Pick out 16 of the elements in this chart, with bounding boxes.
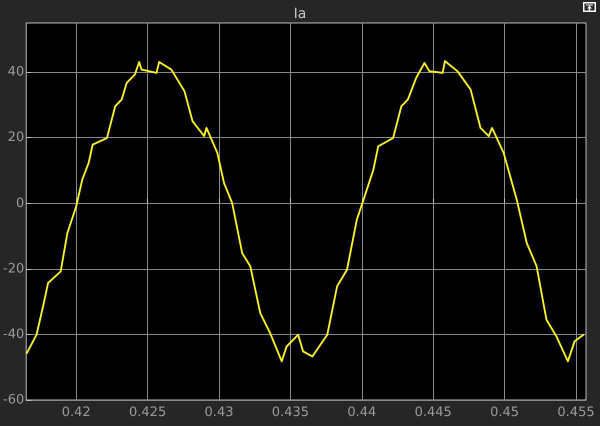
chart-title: Ia — [294, 6, 306, 22]
x-tick-label: 0.42 — [62, 405, 91, 420]
x-tick-label: 0.44 — [347, 405, 376, 420]
x-tick-label: 0.425 — [129, 405, 166, 420]
x-tick-label: 0.43 — [204, 405, 234, 420]
y-tick-label: 0 — [16, 196, 24, 211]
x-tick-label: 0.435 — [272, 405, 310, 420]
x-tick-label: 0.45 — [490, 405, 520, 420]
line-series — [26, 60, 584, 362]
y-tick-label: 40 — [8, 64, 24, 80]
y-tick-label: -20 — [3, 261, 24, 276]
y-tick-label: -60 — [3, 392, 24, 408]
x-tick-label: 0.445 — [414, 405, 452, 420]
x-tick-label: 0.455 — [557, 405, 595, 420]
y-tick-label: 20 — [8, 130, 24, 146]
y-tick-label: -40 — [3, 326, 24, 342]
